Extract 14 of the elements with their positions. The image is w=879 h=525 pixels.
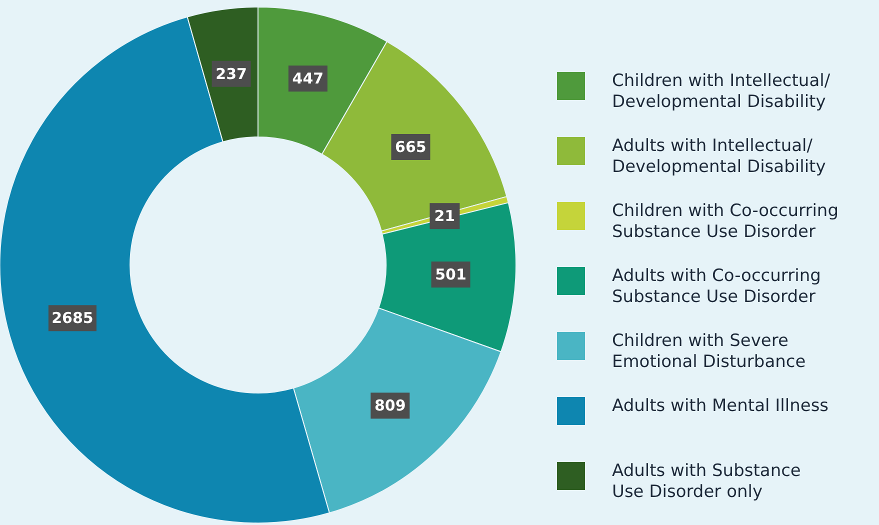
data-label: 447 [292,70,324,88]
legend-label: Children with Co-occurring Substance Use Disorder [612,201,838,242]
legend-label: Adults with Substance Use Disorder only [612,461,801,502]
data-label: 21 [434,207,456,226]
legend-label: Children with Intellectual/ Developmental Disability [612,71,830,112]
data-label: 809 [374,396,406,415]
data-label: 665 [395,138,426,156]
data-label: 501 [435,266,466,284]
legend-label: Adults with Intellectual/ Developmental Disability [612,136,826,177]
data-label: 2685 [52,309,94,328]
legend-label: Adults with Co-occurring Substance Use Disorder [612,266,821,307]
legend-label: Adults with Mental Illness [612,396,829,416]
data-label: 237 [216,64,247,83]
legend-label: Children with Severe Emotional Disturbance [612,331,806,372]
